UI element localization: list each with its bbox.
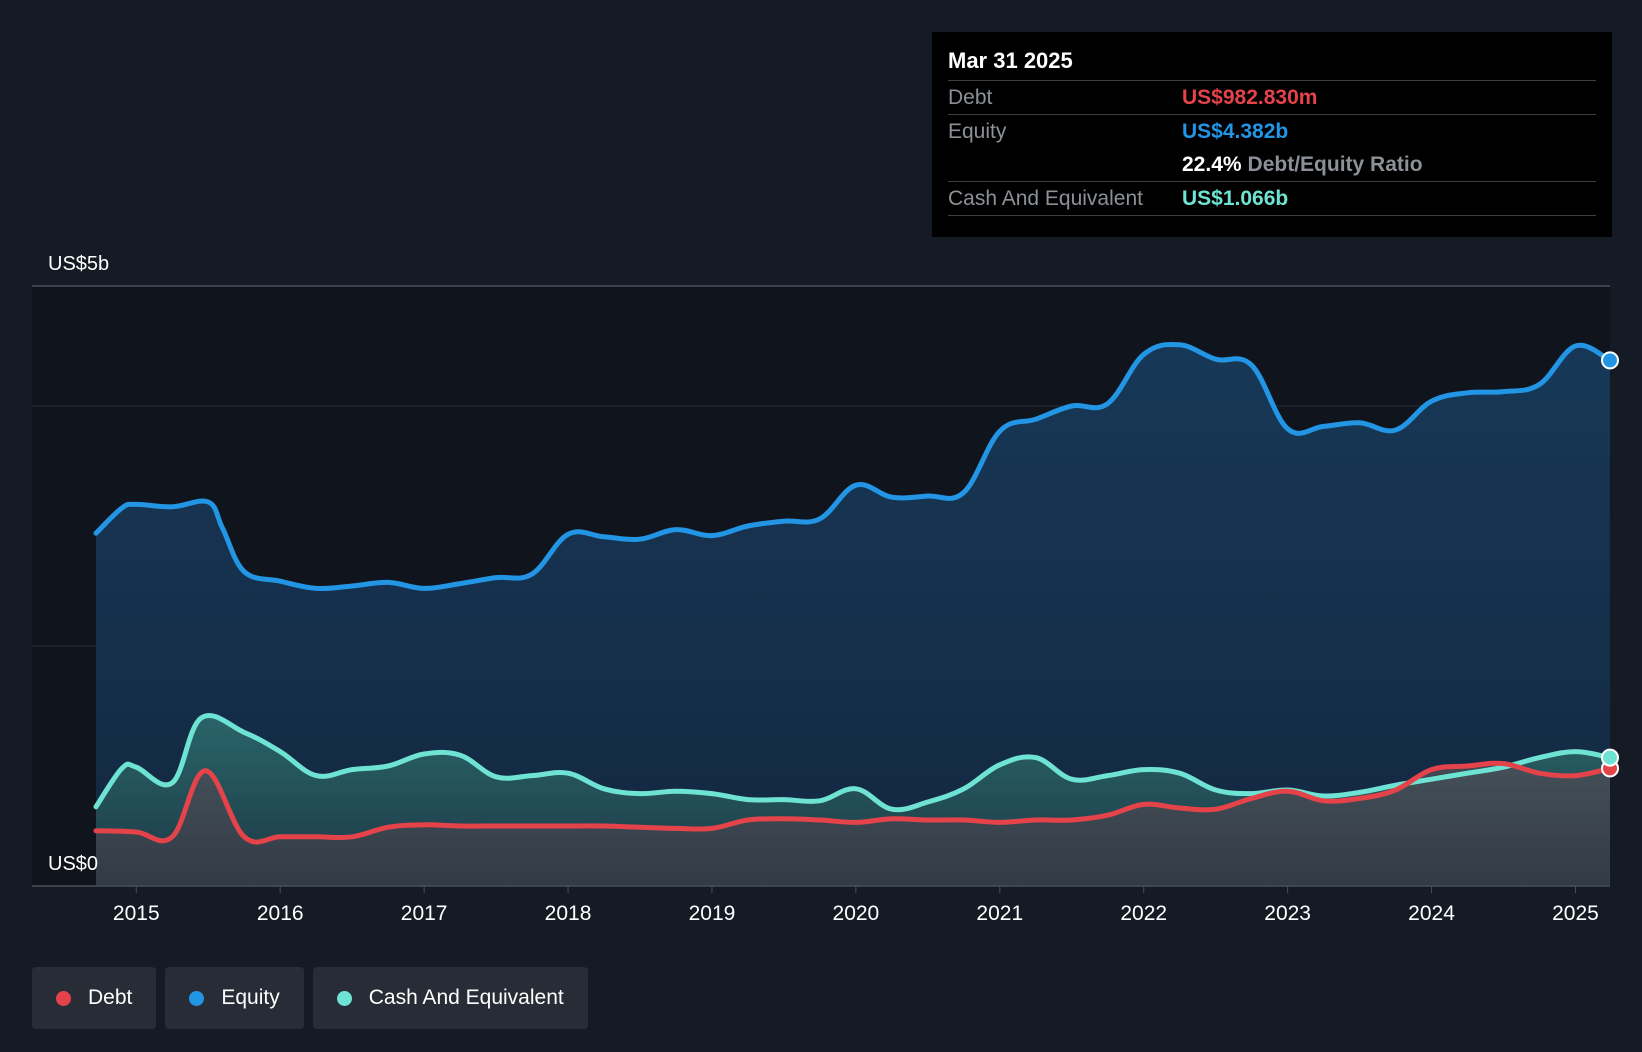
equity-end-marker	[1601, 351, 1619, 370]
x-tick-label-2025: 2025	[1552, 902, 1599, 925]
tooltip-cash-value: US$1.066b	[1182, 186, 1289, 210]
legend-item-equity[interactable]: Equity	[165, 967, 304, 1029]
x-tick-label-2017: 2017	[401, 902, 448, 925]
x-tick-label-2015: 2015	[113, 902, 160, 925]
cash-end-marker	[1601, 748, 1619, 767]
legend-debt-label: Debt	[88, 986, 133, 1009]
x-tick-label-2020: 2020	[833, 902, 880, 925]
equity-line	[93, 341, 1613, 592]
tooltip-debt-row: Debt US$982.830m	[948, 81, 1596, 115]
x-tick-label-2019: 2019	[689, 902, 736, 925]
debt-line	[93, 760, 1613, 845]
tooltip-ratio-row: 22.4% Debt/Equity Ratio	[948, 148, 1596, 182]
legend-equity-label: Equity	[221, 986, 280, 1009]
debt-dot-icon	[56, 990, 71, 1006]
x-tick-label-2024: 2024	[1408, 902, 1455, 925]
tooltip-equity-value: US$4.382b	[1182, 119, 1289, 143]
y-axis-zero-label: US$0	[48, 853, 98, 875]
tooltip-debt-value: US$982.830m	[1182, 85, 1318, 109]
legend-item-debt[interactable]: Debt	[32, 967, 157, 1029]
chart-legend: Debt Equity Cash And Equivalent	[32, 967, 588, 1029]
cash-line	[93, 713, 1613, 813]
tooltip-ratio-label: Debt/Equity Ratio	[1247, 152, 1423, 176]
tooltip-ratio-value: 22.4%	[1182, 152, 1242, 176]
x-axis-ticks: 2015 2016 2017 2018 2019 2020 2021 2022 2023 2024…	[113, 886, 1599, 925]
x-tick-label-2021: 2021	[976, 902, 1023, 925]
tooltip-cash-label: Cash And Equivalent	[948, 186, 1143, 210]
tooltip-cash-row: Cash And Equivalent US$1.066b	[948, 182, 1596, 216]
x-tick-label-2018: 2018	[545, 902, 592, 925]
tooltip-equity-row: Equity US$4.382b	[948, 115, 1596, 148]
end-markers	[1601, 351, 1619, 778]
tooltip-equity-label: Equity	[948, 119, 1007, 143]
x-tick-label-2016: 2016	[257, 902, 304, 925]
legend-item-cash[interactable]: Cash And Equivalent	[312, 967, 588, 1029]
legend-cash-label: Cash And Equivalent	[368, 986, 564, 1009]
x-tick-label-2023: 2023	[1264, 902, 1311, 925]
equity-dot-icon	[189, 990, 205, 1006]
cash-dot-icon	[336, 990, 352, 1006]
y-axis-max-label: US$5b	[48, 253, 109, 275]
x-tick-label-2022: 2022	[1120, 902, 1167, 925]
equity-area	[96, 344, 1610, 886]
hover-tooltip: Mar 31 2025 Debt US$982.830m Equity US$4…	[932, 32, 1612, 237]
tooltip-debt-label: Debt	[948, 85, 993, 109]
tooltip-date: Mar 31 2025	[948, 46, 1596, 81]
